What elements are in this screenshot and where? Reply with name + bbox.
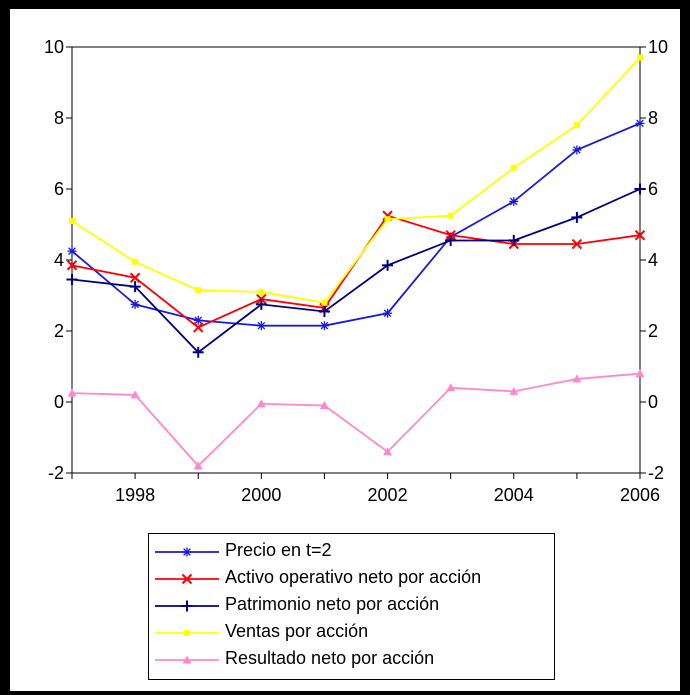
series-layer xyxy=(66,54,646,470)
legend-swatch xyxy=(155,573,219,585)
data-point xyxy=(446,383,456,392)
data-point xyxy=(66,260,78,271)
data-point xyxy=(635,118,645,128)
series-4 xyxy=(67,369,645,470)
legend-marker xyxy=(181,600,193,612)
data-point xyxy=(129,281,141,293)
data-point xyxy=(258,288,265,295)
y-tick-label-right: 8 xyxy=(648,108,658,128)
legend-entry: Ventas por acción xyxy=(149,620,554,647)
y-tick-label-left: 2 xyxy=(54,321,64,341)
legend-marker xyxy=(181,573,193,585)
x-tick-label: 2004 xyxy=(494,485,534,505)
legend-entry: Resultado neto por acción xyxy=(149,647,554,674)
y-tick-label-right: -2 xyxy=(648,463,664,483)
data-point xyxy=(193,322,204,333)
legend-swatch xyxy=(155,600,219,612)
x-tick-label: 1998 xyxy=(115,485,155,505)
legend: Precio en t=2 Activo operativo neto por a… xyxy=(148,533,555,680)
legend-label: Activo operativo neto por acción xyxy=(225,567,482,587)
data-point xyxy=(510,164,517,171)
y-tick-label-right: 2 xyxy=(648,321,658,341)
data-point xyxy=(634,229,646,241)
series-0 xyxy=(67,118,645,331)
data-point xyxy=(195,287,202,294)
legend-label: Precio en t=2 xyxy=(225,540,332,560)
data-point xyxy=(130,390,140,399)
data-point xyxy=(130,299,140,309)
y-tick-label-left: -2 xyxy=(48,463,64,483)
data-point xyxy=(572,374,582,383)
legend-marker xyxy=(182,547,192,557)
legend-marker xyxy=(184,630,190,636)
data-point xyxy=(66,274,78,286)
y-tick-label-right: 0 xyxy=(648,392,658,412)
series-line xyxy=(71,122,641,327)
y-tick-label-right: 4 xyxy=(648,250,658,270)
data-point xyxy=(572,145,582,155)
data-point xyxy=(193,461,203,470)
data-point xyxy=(382,259,394,271)
data-point xyxy=(132,258,139,265)
data-point xyxy=(321,299,328,306)
legend-swatch xyxy=(155,655,219,664)
data-point xyxy=(509,196,519,206)
legend-swatch xyxy=(155,547,219,557)
line-chart: -2 -2 0 0 2 2 4 4 6 6 8 8 10 10 1998 2000 2002 2004 2006 xyxy=(44,37,668,505)
series-2 xyxy=(66,183,646,358)
data-point xyxy=(67,246,77,256)
series-1 xyxy=(66,210,646,333)
data-point xyxy=(447,212,454,219)
legend-entry: Activo operativo neto por acción xyxy=(149,566,554,593)
y-tick-label-left: 10 xyxy=(44,37,64,57)
y-tick-label-left: 4 xyxy=(54,250,64,270)
data-point xyxy=(635,369,645,378)
data-point xyxy=(634,183,646,195)
legend-entry: Precio en t=2 xyxy=(149,539,554,566)
series-3 xyxy=(69,54,643,306)
data-point xyxy=(256,321,266,331)
data-point xyxy=(256,399,266,408)
series-line xyxy=(71,188,641,354)
data-point xyxy=(509,386,519,395)
data-point xyxy=(573,122,580,129)
data-point xyxy=(67,388,77,397)
y-tick-label-right: 6 xyxy=(648,179,658,199)
legend-label: Patrimonio neto por acción xyxy=(225,594,440,614)
data-point xyxy=(319,321,329,331)
axes: -2 -2 0 0 2 2 4 4 6 6 8 8 10 10 1998 2000 2002 2004 2006 xyxy=(44,37,668,505)
y-tick-label-right: 10 xyxy=(648,37,668,57)
data-point xyxy=(508,234,520,246)
data-point xyxy=(571,238,583,250)
y-tick-label-left: 0 xyxy=(54,392,64,412)
x-tick-label: 2002 xyxy=(368,485,408,505)
data-point xyxy=(383,308,393,318)
legend-label: Ventas por acción xyxy=(225,621,369,641)
y-tick-label-left: 8 xyxy=(54,108,64,128)
x-tick-label: 2006 xyxy=(620,485,660,505)
data-point xyxy=(69,217,75,224)
data-point xyxy=(637,54,643,61)
data-point xyxy=(319,401,329,410)
legend-swatch xyxy=(155,630,219,636)
data-point xyxy=(193,315,203,325)
data-point xyxy=(192,346,204,358)
data-point xyxy=(445,234,457,246)
series-line xyxy=(71,372,641,468)
data-point xyxy=(571,211,583,223)
data-point xyxy=(383,447,393,456)
legend-marker xyxy=(182,655,192,664)
data-point xyxy=(129,272,141,283)
data-point xyxy=(318,305,330,317)
data-point xyxy=(384,216,391,223)
x-tick-label: 2000 xyxy=(241,485,281,505)
series-line xyxy=(71,57,641,304)
legend-label: Resultado neto por acción xyxy=(225,648,435,668)
legend-entry: Patrimonio neto por acción xyxy=(149,593,554,620)
data-point xyxy=(255,298,267,310)
y-tick-label-left: 6 xyxy=(54,179,64,199)
